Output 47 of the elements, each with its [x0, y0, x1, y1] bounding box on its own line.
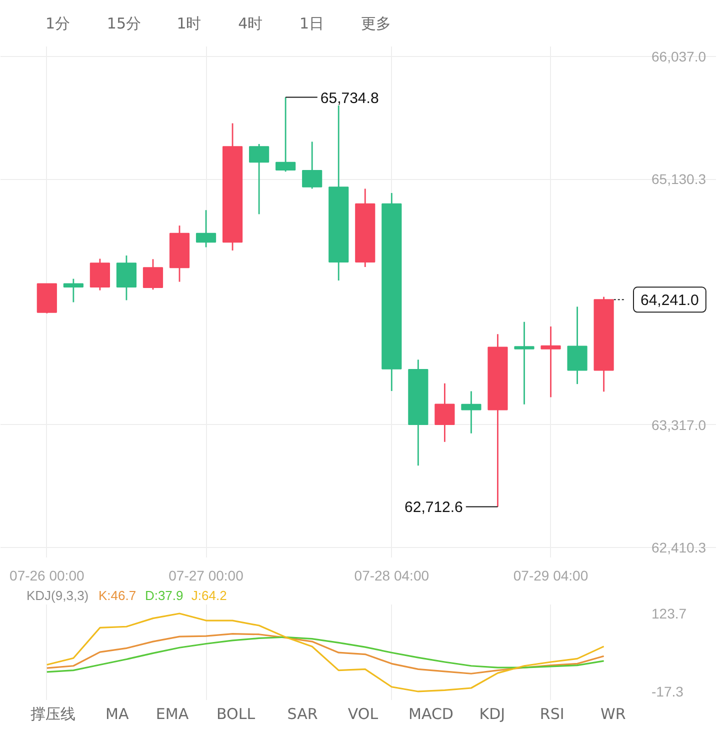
candlestick: [567, 306, 588, 385]
text: MACD: [408, 705, 454, 723]
candlestick: [63, 278, 84, 303]
text: MA: [106, 705, 130, 723]
candlestick: [276, 96, 296, 172]
line-series: [46, 612, 605, 692]
x-tick-label: 07-29 04:00: [513, 568, 588, 584]
y-tick-label: -17.3: [652, 683, 684, 700]
text: 1时: [176, 14, 202, 32]
text: VOL: [348, 705, 379, 723]
candlestick: [540, 326, 561, 398]
text: 更多: [360, 14, 391, 32]
chart-title: KDJ(9,3,3): [26, 588, 89, 603]
y-tick-label: 65,130.3: [652, 171, 706, 188]
annotation: 64,241.0: [640, 292, 699, 310]
candlestick: [142, 258, 164, 290]
text: 1分: [46, 14, 70, 32]
x-tick-label: 07-27 00:00: [168, 568, 244, 584]
text: WR: [600, 705, 626, 723]
text: K:46.7: [98, 588, 136, 603]
candlestick: [249, 143, 270, 215]
text: 撑压线: [30, 705, 76, 723]
y-tick-label: 63,317.0: [652, 416, 706, 433]
text: SAR: [287, 705, 318, 723]
candlestick: [116, 254, 137, 301]
y-tick-label: 62,410.3: [652, 540, 706, 556]
candlestick: [90, 258, 110, 292]
candlestick: [514, 321, 534, 406]
text: 4时: [238, 14, 263, 32]
series-label: J:64.2: [191, 588, 227, 603]
annotation: 62,712.6: [404, 499, 463, 516]
candlestick: [302, 141, 322, 190]
y-tick-label: 123.7: [652, 606, 687, 622]
text: 15分: [106, 14, 141, 32]
text: EMA: [156, 705, 190, 723]
text: RSI: [540, 705, 564, 723]
text: D:37.9: [144, 588, 184, 603]
text: KDJ: [479, 705, 506, 723]
y-tick-label: 66,037.0: [652, 48, 706, 64]
candlestick: [196, 209, 216, 248]
x-tick-label: 07-28 04:00: [354, 568, 430, 584]
annotation: 65,734.8: [320, 90, 379, 107]
x-tick-label: 07-26 00:00: [10, 568, 84, 584]
candlestick: [461, 390, 482, 434]
candlestick: [434, 382, 455, 443]
text: BOLL: [216, 705, 256, 723]
text: 1日: [300, 14, 324, 32]
